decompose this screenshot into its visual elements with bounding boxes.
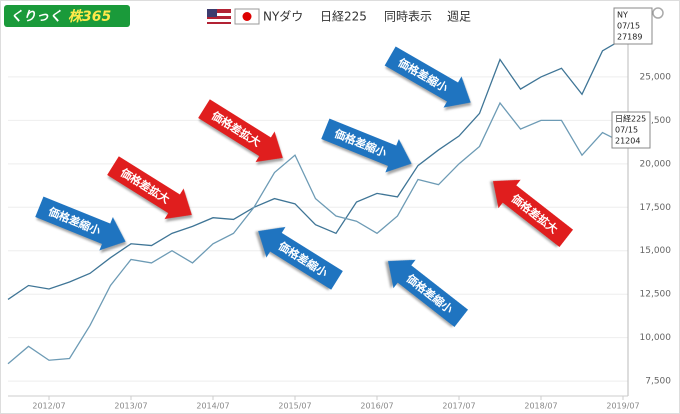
x-tick-label: 2015/07	[278, 402, 311, 411]
flag-jp	[234, 8, 260, 25]
end-label-name: 日経225	[615, 114, 646, 124]
y-tick-label: 7,500	[645, 377, 671, 387]
toolbar-item[interactable]: 同時表示	[384, 10, 432, 24]
arrow-shape	[492, 179, 574, 247]
arrow-shape	[258, 226, 343, 290]
arrow-shape	[321, 118, 412, 173]
y-tick-label: 15,000	[640, 246, 672, 256]
flag-us	[207, 9, 231, 24]
y-tick-label: 22,500	[640, 116, 672, 126]
end-label-value: 27189	[617, 33, 642, 42]
x-tick-label: 2017/07	[442, 402, 475, 411]
arrow-shape	[107, 156, 192, 220]
end-label-box	[611, 111, 651, 149]
x-tick-label: 2019/07	[606, 402, 639, 411]
refresh-icon[interactable]	[652, 7, 664, 19]
y-tick-label: 25,000	[640, 72, 672, 82]
y-tick-label: 10,000	[640, 333, 672, 343]
x-tick-label: 2012/07	[32, 402, 65, 411]
logo-box	[4, 5, 130, 27]
y-tick-label: 20,000	[640, 159, 672, 169]
end-label-name: NY	[617, 11, 628, 20]
x-tick-label: 2014/07	[196, 402, 229, 411]
arrow-shape	[384, 46, 471, 108]
arrow-shape	[198, 99, 283, 163]
arrow-shape	[35, 196, 126, 251]
x-tick-label: 2018/07	[524, 402, 557, 411]
grid	[8, 76, 628, 382]
series-line	[7, 101, 624, 365]
y-tick-label: 17,500	[640, 203, 672, 213]
end-label-date: 07/15	[617, 22, 640, 31]
toolbar-item[interactable]: 週足	[447, 10, 471, 24]
toolbar-item[interactable]: 日経225	[320, 10, 367, 24]
arrow-shape	[387, 259, 469, 327]
y-tick-label: 12,500	[640, 290, 672, 300]
end-label-value: 21204	[615, 137, 640, 146]
x-tick-label: 2016/07	[360, 402, 393, 411]
series-line	[7, 38, 624, 300]
logo-right: 株365	[68, 8, 111, 25]
x-tick-label: 2013/07	[114, 402, 147, 411]
toolbar-item[interactable]: NYダウ	[263, 9, 303, 24]
logo-left: くりっく	[10, 10, 62, 25]
end-label-date: 07/15	[615, 126, 638, 135]
end-label-box	[613, 7, 653, 45]
